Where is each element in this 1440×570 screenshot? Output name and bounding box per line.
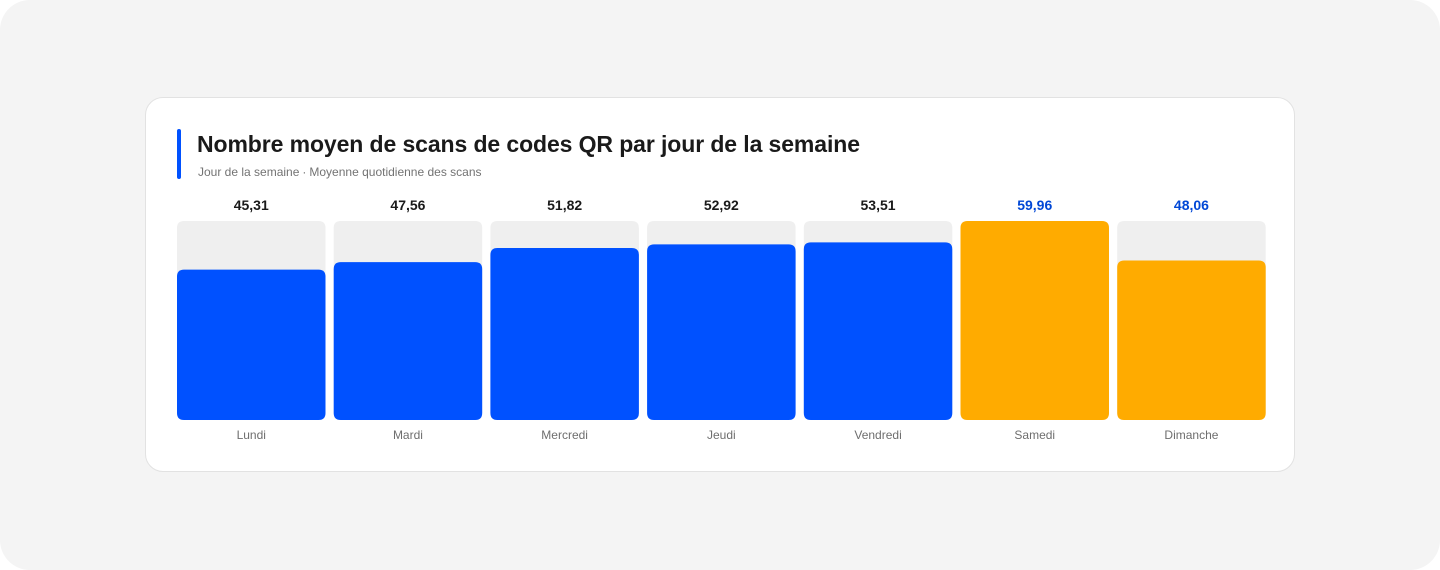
title-accent-bar bbox=[177, 129, 181, 179]
category-label-lundi: Lundi bbox=[237, 428, 266, 442]
category-label-jeudi: Jeudi bbox=[707, 428, 736, 442]
category-label-mercredi: Mercredi bbox=[541, 428, 588, 442]
subtitle-y-label: Moyenne quotidienne des scans bbox=[309, 165, 482, 179]
value-label-samedi: 59,96 bbox=[1017, 197, 1052, 213]
bar-samedi bbox=[960, 221, 1109, 420]
category-label-vendredi: Vendredi bbox=[854, 428, 901, 442]
bar-vendredi bbox=[803, 242, 953, 420]
chart-subtitle: Jour de la semaine · Moyenne quotidienne d… bbox=[198, 165, 482, 179]
chart-card: Nombre moyen de scans de codes QR par jo… bbox=[145, 97, 1295, 472]
category-label-mardi: Mardi bbox=[393, 428, 423, 442]
bar-dimanche bbox=[1117, 260, 1266, 420]
chart-title: Nombre moyen de scans de codes QR par jo… bbox=[197, 131, 860, 157]
category-label-samedi: Samedi bbox=[1014, 428, 1055, 442]
bar-chart: 45,31 Lundi 47,56 Mardi 51,82 Mercredi 52,92 Je… bbox=[177, 197, 1266, 442]
value-label-mardi: 47,56 bbox=[390, 197, 425, 213]
category-label-dimanche: Dimanche bbox=[1164, 428, 1218, 442]
bar-jeudi bbox=[647, 244, 796, 420]
value-label-vendredi: 53,51 bbox=[861, 197, 896, 213]
value-label-jeudi: 52,92 bbox=[704, 197, 739, 213]
subtitle-x-label: Jour de la semaine bbox=[198, 165, 300, 179]
bar-mercredi bbox=[490, 248, 639, 420]
value-label-mercredi: 51,82 bbox=[547, 197, 582, 213]
bar-lundi bbox=[177, 269, 326, 420]
subtitle-separator: · bbox=[302, 165, 307, 179]
value-label-dimanche: 48,06 bbox=[1174, 197, 1209, 213]
value-label-lundi: 45,31 bbox=[234, 197, 269, 213]
bar-mardi bbox=[333, 262, 483, 420]
